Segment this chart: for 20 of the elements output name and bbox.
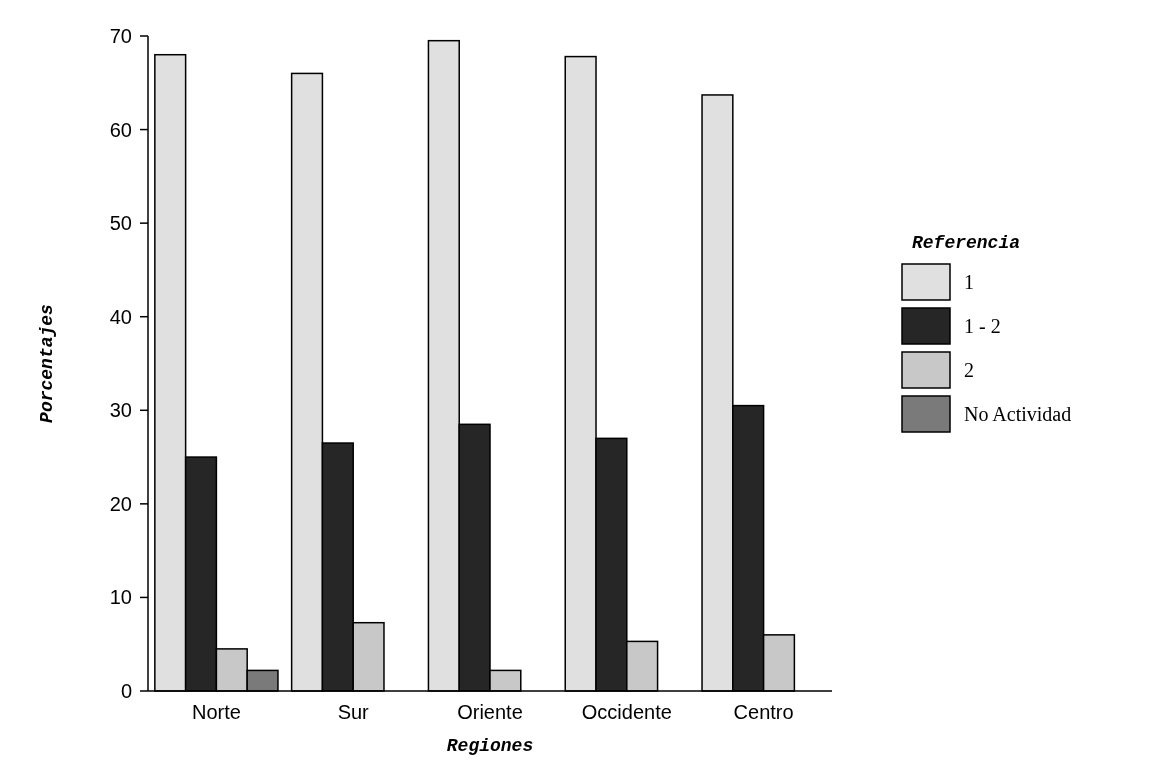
legend-label: No Actividad [964, 403, 1072, 425]
y-tick-label: 20 [109, 492, 132, 515]
y-tick-label: 10 [109, 586, 132, 609]
y-tick-label: 70 [109, 25, 132, 47]
y-tick-label: 30 [109, 399, 132, 422]
y-tick-label: 50 [109, 212, 132, 235]
x-tick-label: Centro [733, 701, 794, 723]
legend-title: Referencia [912, 233, 1021, 253]
legend-label: 2 [964, 359, 974, 381]
legend-label: 1 - 2 [964, 315, 1001, 337]
x-tick-label: Occidente [581, 701, 672, 723]
y-axis-title: Porcentajes [37, 304, 57, 423]
x-axis-title: Regiones [446, 736, 534, 756]
y-tick-label: 40 [109, 305, 132, 328]
y-tick-label: 0 [120, 680, 132, 702]
x-tick-label: Oriente [457, 701, 523, 723]
y-tick-label: 60 [109, 118, 132, 141]
x-tick-label: Sur [337, 701, 370, 723]
legend-label: 1 [964, 271, 974, 293]
x-tick-label: Norte [191, 701, 241, 723]
